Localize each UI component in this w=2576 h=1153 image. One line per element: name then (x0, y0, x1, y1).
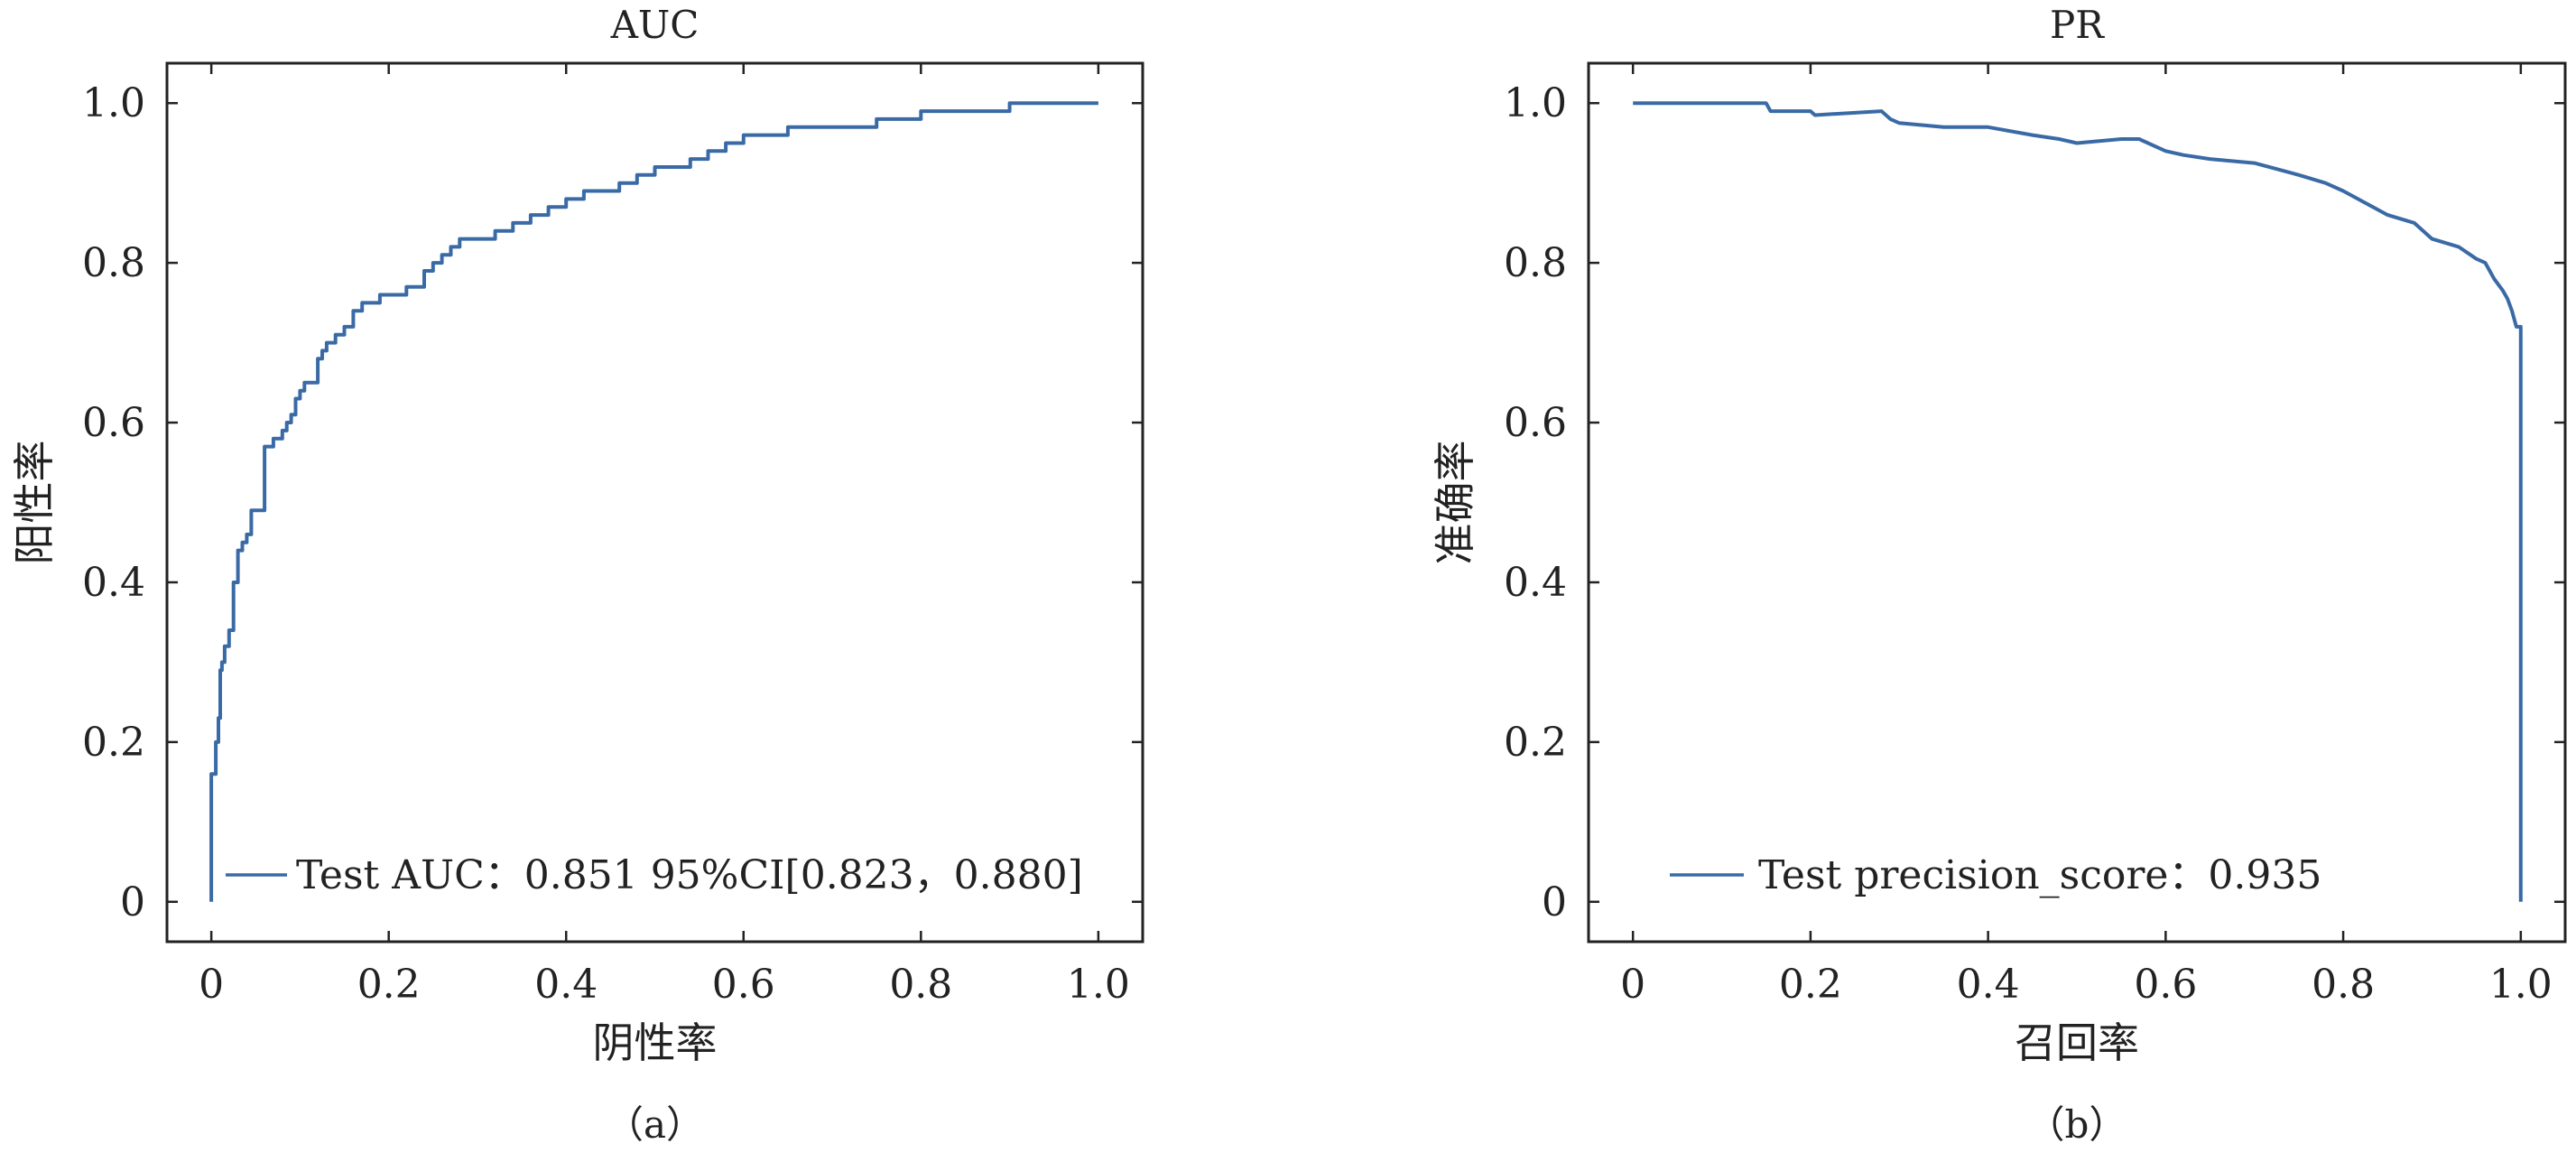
pr-series-line (1633, 101, 2523, 902)
auc-x-tick-label: 0 (199, 962, 224, 1008)
pr-y-axis-label: 准确率 (1431, 441, 1479, 565)
auc-plot-frame (165, 61, 1144, 944)
pr-x-tick-label: 0.6 (2134, 962, 2197, 1008)
auc-chart: 0 0.2 0.4 0.6 0.8 1.0 0 0.2 0.4 0.6 0.8 1.0 AUC 阴性率 阳性… (10, 3, 1144, 1147)
auc-x-tick-label: 1.0 (1067, 962, 1130, 1008)
pr-y-tick-label: 0 (1542, 879, 1567, 925)
pr-x-tick-label: 0 (1620, 962, 1645, 1008)
auc-y-tick-label: 0.8 (82, 240, 145, 286)
auc-y-axis-label: 阳性率 (10, 441, 59, 565)
pr-x-tick-label: 1.0 (2489, 962, 2553, 1008)
pr-x-tick-label: 0.2 (1779, 962, 1842, 1008)
auc-caption: （a） (606, 1102, 704, 1147)
auc-x-tick-label: 0.8 (889, 962, 952, 1008)
auc-x-axis-label: 阴性率 (593, 1018, 718, 1067)
auc-legend-label: Test AUC：0.851 95%CI[0.823，0.880] (296, 852, 1083, 898)
pr-y-tick-label: 0.8 (1504, 240, 1567, 286)
pr-legend-label: Test precision_score：0.935 (1758, 852, 2321, 898)
auc-y-tick-label: 0.6 (82, 400, 145, 446)
pr-chart-title: PR (2050, 3, 2105, 47)
pr-caption: （b） (2027, 1102, 2127, 1147)
pr-x-tick-label: 0.8 (2312, 962, 2375, 1008)
auc-x-tick-label: 0.4 (534, 962, 598, 1008)
pr-y-tick-label: 0.6 (1504, 400, 1567, 446)
pr-plot-frame (1587, 61, 2567, 944)
pr-y-tick-label: 1.0 (1504, 80, 1567, 126)
pr-x-axis-label: 召回率 (2015, 1018, 2139, 1067)
auc-x-tick-label: 0.6 (712, 962, 775, 1008)
pr-x-tick-label: 0.4 (1957, 962, 2020, 1008)
auc-y-tick-label: 1.0 (82, 80, 145, 126)
auc-y-tick-label: 0 (120, 879, 145, 925)
pr-y-tick-label: 0.2 (1504, 720, 1567, 766)
auc-y-tick-label: 0.4 (82, 560, 145, 606)
pr-y-tick-label: 0.4 (1504, 560, 1567, 606)
auc-y-tick-label: 0.2 (82, 720, 145, 766)
pr-chart: 0 0.2 0.4 0.6 0.8 1.0 0 0.2 0.4 0.6 0.8 1.0 PR 召回率 准确率… (1431, 3, 2567, 1147)
auc-x-tick-label: 0.2 (357, 962, 421, 1008)
auc-series-line (209, 101, 1098, 902)
auc-chart-title: AUC (610, 3, 700, 47)
